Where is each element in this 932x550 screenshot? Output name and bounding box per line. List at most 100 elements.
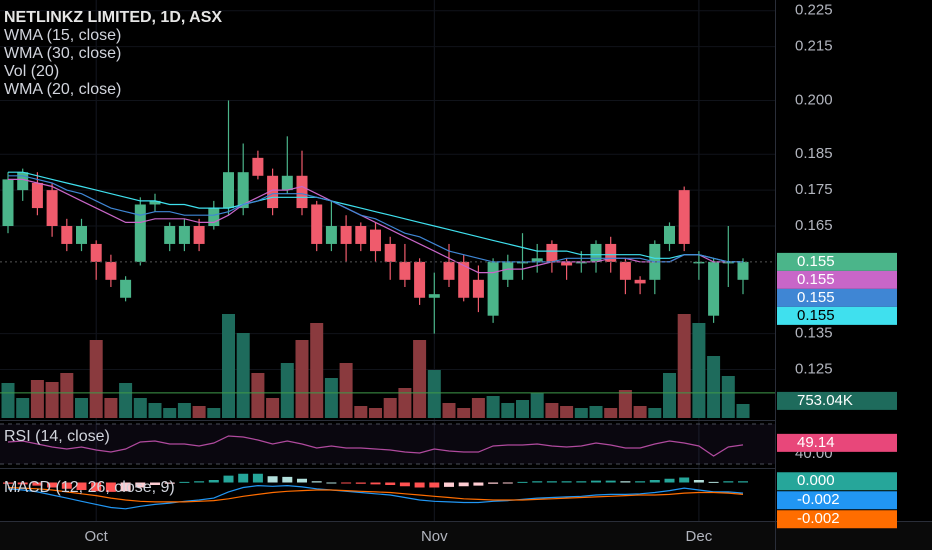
value-tag [777, 433, 897, 452]
candle-body [370, 229, 381, 252]
candle-body [355, 226, 367, 244]
candle-body [31, 182, 43, 209]
candle-body [267, 175, 279, 209]
macd-histogram-bar [120, 482, 131, 492]
value-tag [777, 472, 897, 491]
x-tick-label: Nov [421, 528, 448, 545]
candle-body [561, 261, 573, 266]
macd-histogram-bar [32, 482, 43, 486]
candle-body [634, 279, 646, 284]
candle-body [281, 175, 293, 191]
volume-bar [251, 373, 265, 418]
macd-histogram-bar [591, 480, 601, 483]
y-tick-label: 0.185 [795, 145, 833, 162]
candle-body [237, 172, 249, 209]
candle-body [76, 226, 87, 244]
macd-histogram-bar [693, 480, 704, 483]
y-tick-label: 0.125 [795, 360, 833, 377]
volume-bar [427, 370, 441, 418]
macd-histogram-bar [414, 482, 425, 488]
macd-histogram-bar [429, 482, 440, 488]
wma-line [8, 171, 743, 263]
volume-bar [471, 398, 485, 418]
macd-histogram-bar [194, 481, 205, 483]
wma-line [8, 175, 743, 263]
candle-body [134, 204, 146, 262]
rsi-title: RSI (14, close) [4, 428, 110, 445]
volume-bar [530, 393, 544, 418]
macd-histogram-bar [723, 481, 734, 483]
value-tag-label: 0.155 [797, 253, 835, 270]
legend-entry: WMA (30, close) [4, 45, 121, 62]
macd-histogram-bar [532, 481, 543, 483]
volume-bar [45, 382, 59, 418]
x-tick-label: Dec [686, 528, 713, 545]
candle-body [502, 261, 514, 280]
candle-body [17, 172, 29, 191]
macd-histogram-bar [576, 481, 587, 483]
volume-bar [413, 340, 427, 418]
macd-histogram-bar [208, 480, 219, 483]
macd-histogram-bar [179, 481, 190, 483]
candle-body [384, 243, 396, 262]
volume-bar [339, 363, 353, 418]
candle-body [399, 261, 411, 280]
candle-body [105, 261, 117, 280]
candle-body [340, 226, 352, 244]
volume-bar [560, 406, 574, 418]
macd-histogram-bar [561, 481, 572, 483]
volume-bar [545, 403, 559, 418]
macd-histogram-bar [546, 481, 557, 483]
macd-histogram-bar [488, 482, 499, 484]
legend-entry: Vol (20) [4, 63, 59, 80]
volume-bar [618, 390, 632, 418]
y-tick-label: 0.200 [795, 91, 833, 108]
candle-body [575, 261, 587, 264]
macd-histogram-bar [341, 482, 352, 484]
volume-bar [16, 398, 30, 418]
candle-body [414, 261, 426, 298]
volume-bar [89, 340, 103, 418]
macd-histogram-bar [76, 482, 87, 490]
volume-bar [236, 333, 250, 418]
candle-body [722, 261, 734, 264]
y-tick-label: 0.215 [795, 38, 833, 55]
candle-body [590, 243, 602, 262]
macd-histogram-bar [91, 482, 102, 492]
macd-histogram-bar [164, 482, 175, 484]
value-tag-label: -0.002 [797, 510, 840, 527]
candle-body [149, 200, 161, 205]
x-tick-label: Oct [85, 528, 109, 545]
macd-histogram-bar [370, 482, 381, 485]
macd-histogram-bar [267, 476, 278, 483]
volume-bar [648, 408, 662, 418]
volume-bar [119, 383, 133, 418]
candle-body [458, 261, 470, 298]
legend-entry: WMA (20, close) [4, 81, 121, 98]
volume-bar [354, 406, 368, 418]
macd-histogram-bar [61, 482, 72, 489]
volume-bar [1, 383, 15, 418]
volume-bar [280, 363, 294, 418]
volume-bar [324, 378, 338, 418]
macd-histogram-bar [502, 482, 513, 484]
macd-histogram-bar [105, 482, 116, 492]
y-tick-label: 0.225 [795, 2, 833, 19]
volume-bar [589, 406, 603, 418]
macd-histogram-bar [517, 481, 528, 483]
value-tag-label: -0.002 [797, 491, 840, 508]
volume-bar [736, 404, 750, 418]
volume-bar [663, 373, 676, 418]
candle-body [605, 243, 617, 262]
candle-body [193, 226, 205, 244]
macd-histogram-bar [444, 482, 454, 487]
value-tag-label: 0.155 [797, 307, 835, 324]
volume-bar [104, 398, 118, 418]
macd-histogram-bar [385, 482, 396, 485]
candle-body [61, 226, 73, 244]
volume-bar [192, 406, 206, 418]
candle-body [311, 204, 323, 244]
volume-bar [30, 380, 44, 418]
macd-histogram-bar [282, 476, 293, 483]
macd-histogram-bar [399, 482, 410, 487]
